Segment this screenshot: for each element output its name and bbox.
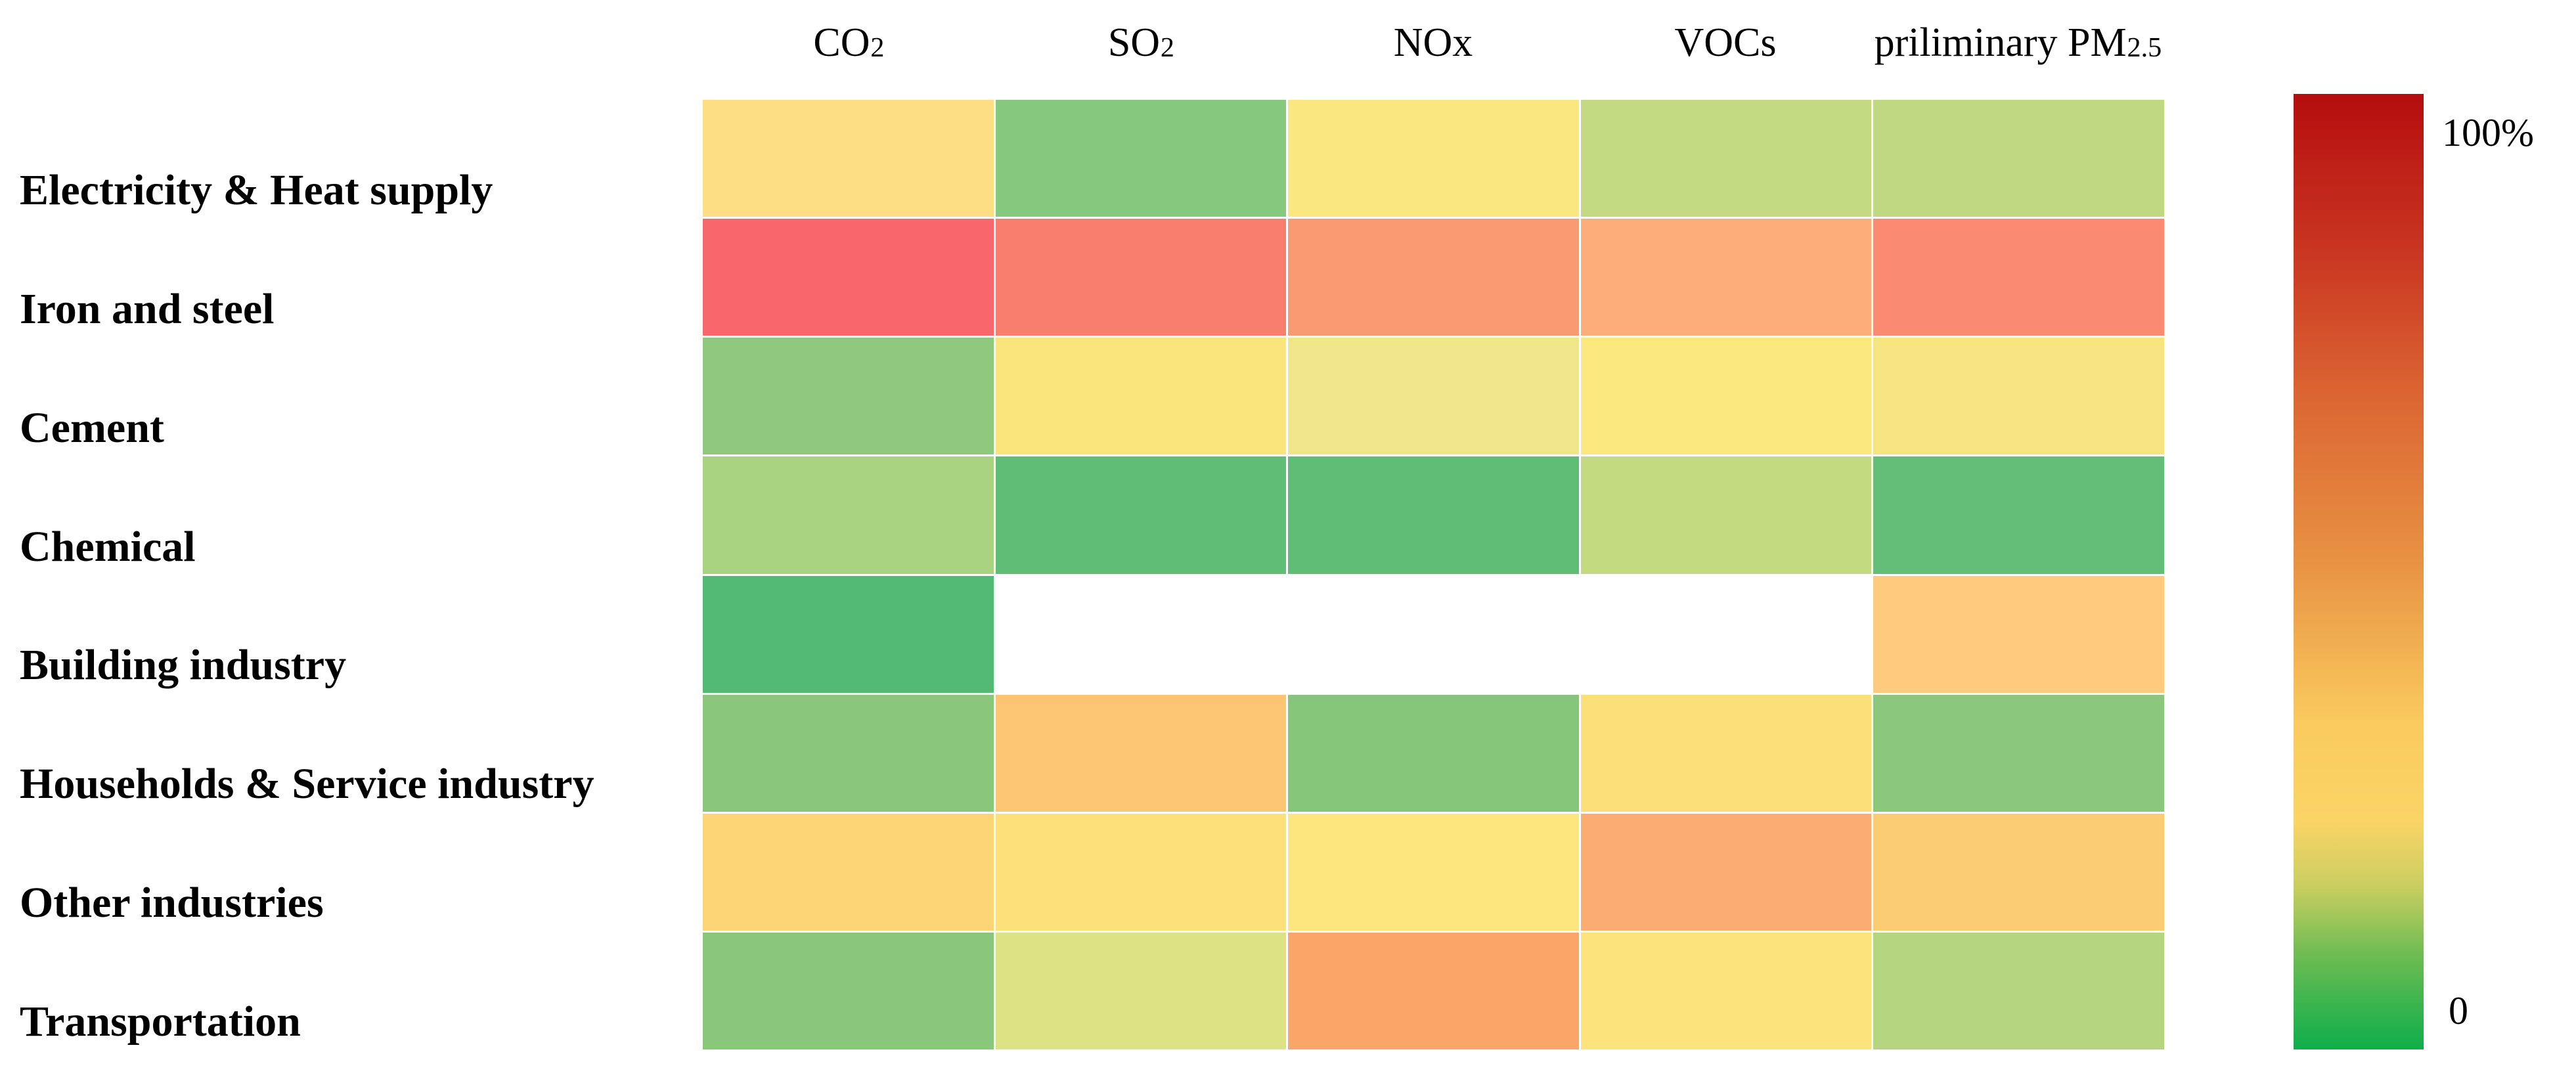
heatmap-cell (1580, 338, 1872, 455)
heatmap-cell (1580, 100, 1872, 217)
heatmap-cell (703, 338, 994, 455)
heatmap-cell (703, 813, 994, 931)
row-label: Cement (20, 403, 164, 452)
column-header-text: NOx (1393, 20, 1473, 65)
column-header: VOCs (1528, 7, 1922, 79)
heatmap-cell (1873, 932, 2164, 1049)
heatmap-cell (1288, 338, 1579, 455)
heatmap-cell (1288, 575, 1579, 693)
row-label: Other industries (20, 878, 324, 927)
heatmap-cell (995, 932, 1287, 1049)
heatmap-cell (1580, 932, 1872, 1049)
heatmap-cell (995, 219, 1287, 336)
column-header-text: priliminary PM (1874, 20, 2127, 65)
heatmap-cell (995, 694, 1287, 812)
heatmap-cell (1873, 100, 2164, 217)
row-label: Building industry (20, 641, 347, 690)
heatmap-cell (1580, 813, 1872, 931)
row-label: Transportation (20, 997, 301, 1046)
heatmap-cell (703, 932, 994, 1049)
heatmap-cell (1288, 219, 1579, 336)
heatmap-cell (703, 694, 994, 812)
heatmap-cell (703, 100, 994, 217)
heatmap-cell (995, 100, 1287, 217)
row-label: Chemical (20, 522, 196, 571)
heatmap-cell (1288, 456, 1579, 574)
heatmap-cell (1288, 694, 1579, 812)
column-header-text: VOCs (1674, 20, 1777, 65)
column-header: CO 2 (813, 20, 885, 65)
heatmap-cell (995, 338, 1287, 455)
heatmap-cell (995, 456, 1287, 574)
colorbar-gradient (2294, 94, 2424, 1049)
heatmap-grid (703, 100, 2164, 1049)
colorbar-max-label: 100% (2442, 111, 2534, 154)
heatmap-cell (1288, 100, 1579, 217)
heatmap-cell (1580, 456, 1872, 574)
heatmap-cell (703, 456, 994, 574)
heatmap-cell (1873, 575, 2164, 693)
heatmap-cell (1873, 456, 2164, 574)
column-header: priliminary PM 2.5 (1874, 20, 2162, 65)
heatmap-cell (995, 813, 1287, 931)
heatmap-cell (1873, 694, 2164, 812)
heatmap-cell (1288, 813, 1579, 931)
heatmap-cell (1873, 813, 2164, 931)
heatmap-cell (1873, 219, 2164, 336)
column-header-text: SO (1107, 20, 1161, 65)
column-header: SO 2 (1107, 20, 1174, 65)
heatmap-cell (1873, 338, 2164, 455)
heatmap-cell (703, 219, 994, 336)
row-label: Households & Service industry (20, 760, 594, 808)
row-label: Electricity & Heat supply (20, 166, 493, 215)
heatmap-cell (703, 575, 994, 693)
colorbar-min-label: 0 (2449, 989, 2468, 1032)
row-label: Iron and steel (20, 285, 275, 334)
heatmap-cell (1580, 219, 1872, 336)
heatmap-cell (1288, 932, 1579, 1049)
heatmap-cell (1580, 694, 1872, 812)
heatmap-cell (1580, 575, 1872, 693)
heatmap-cell (995, 575, 1287, 693)
column-header: NOx (1236, 7, 1630, 79)
column-header-text: CO (813, 20, 870, 65)
